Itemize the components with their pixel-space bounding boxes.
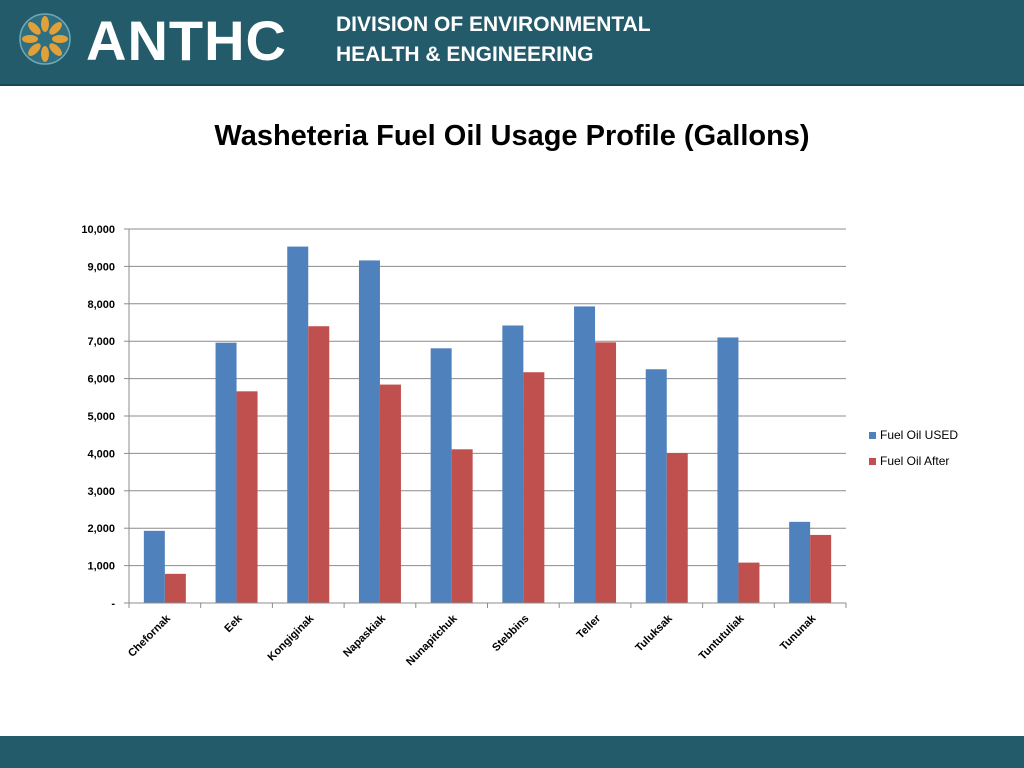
y-tick-label: 5,000 (87, 411, 115, 423)
y-tick-label: 1,000 (87, 561, 115, 573)
x-tick-label: Tuluksak (633, 612, 675, 654)
bar-after-eek (236, 391, 258, 603)
bar-after-tuluksak (666, 453, 688, 603)
y-tick-label: 9,000 (87, 261, 115, 273)
y-tick-label: 7,000 (87, 336, 115, 348)
bar-after-tuntutuliak (738, 562, 760, 603)
x-tick-label: Kongiginak (266, 612, 317, 663)
bar-after-stebbins (523, 372, 545, 603)
bar-used-napaskiak (358, 260, 380, 603)
bars (143, 246, 832, 603)
division-line-2: HEALTH & ENGINEERING (336, 43, 594, 66)
bar-used-stebbins (502, 325, 524, 603)
legend-label: Fuel Oil After (880, 454, 949, 468)
bar-after-nunapitchuk (451, 449, 473, 603)
y-tick-label: 6,000 (87, 374, 115, 386)
y-tick-label: 8,000 (87, 299, 115, 311)
bar-used-chefornak (143, 530, 165, 603)
y-tick-label: 2,000 (87, 523, 115, 535)
y-tick-label: 10,000 (81, 224, 115, 236)
x-tick-label: Chefornak (126, 612, 174, 660)
legend: Fuel Oil USED Fuel Oil After (869, 428, 958, 468)
bar-after-napaskiak (379, 384, 401, 603)
y-tick-label: 4,000 (87, 448, 115, 460)
x-tick-label: Nunapitchuk (404, 612, 460, 668)
x-tick-label: Eek (222, 612, 245, 635)
division-line-1: DIVISION OF ENVIRONMENTAL (336, 13, 651, 36)
footer-banner (0, 736, 1024, 768)
bar-used-tununak (789, 521, 811, 603)
bar-used-kongiginak (287, 246, 309, 603)
x-tick-label: Tununak (778, 612, 819, 653)
bar-used-tuntutuliak (717, 337, 739, 603)
legend-swatch (869, 432, 876, 439)
y-tick-label: 3,000 (87, 486, 115, 498)
x-tick-label: Tuntutuliak (697, 612, 747, 662)
bar-used-eek (215, 342, 237, 603)
bar-used-nunapitchuk (430, 348, 452, 603)
header-banner: ANTHC DIVISION OF ENVIRONMENTAL HEALTH &… (0, 0, 1024, 86)
slide-title: Washeteria Fuel Oil Usage Profile (Gallo… (214, 120, 810, 152)
bar-after-teller (595, 342, 617, 603)
x-tick-label: Napaskiak (341, 612, 389, 660)
bar-after-chefornak (164, 573, 186, 603)
legend-swatch (869, 458, 876, 465)
bar-used-tuluksak (645, 369, 667, 603)
x-tick-label: Stebbins (490, 613, 531, 654)
x-tick-label: Teller (575, 612, 604, 641)
anthc-seal-icon (19, 13, 71, 65)
bar-used-teller (574, 306, 596, 603)
bar-after-tununak (810, 534, 832, 603)
bar-after-kongiginak (308, 326, 330, 603)
org-name: ANTHC (86, 9, 287, 72)
y-tick-label: - (111, 598, 115, 610)
legend-label: Fuel Oil USED (880, 428, 958, 442)
division-name: DIVISION OF ENVIRONMENTAL HEALTH & ENGIN… (336, 10, 651, 70)
